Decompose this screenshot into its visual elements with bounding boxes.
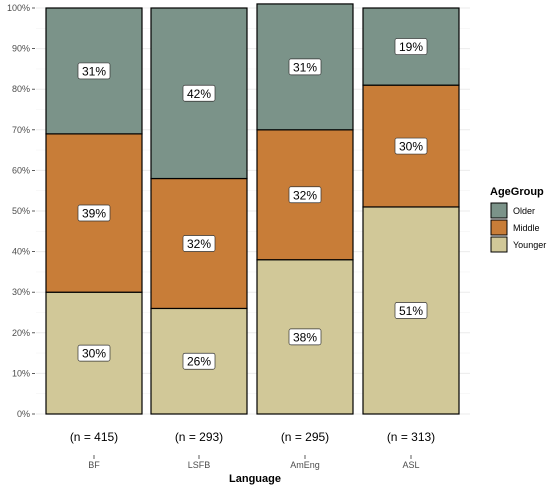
y-tick-label: 40% — [12, 247, 30, 257]
data-label-text: 31% — [293, 60, 317, 74]
n-label: (n = 313) — [387, 430, 435, 444]
x-tick-label: BF — [88, 460, 100, 470]
legend-label-older: Older — [513, 206, 535, 216]
data-label-box — [394, 302, 428, 319]
y-tick-label: 0% — [17, 409, 30, 419]
data-label-text: 31% — [82, 64, 106, 78]
data-label-box — [394, 137, 428, 155]
x-axis-title: Language — [229, 473, 281, 485]
n-label: (n = 415) — [70, 430, 118, 444]
data-label-text: 42% — [187, 87, 211, 101]
data-label-box — [77, 62, 111, 80]
y-tick-label: 100% — [7, 3, 30, 13]
data-label: 19% — [394, 38, 428, 55]
y-tick-label: 90% — [12, 44, 30, 54]
data-label: 38% — [288, 328, 322, 346]
y-axis-ticks: 0% 10% 20% 30% 40% 50% 60% 70% 80% 90% 100% — [7, 3, 35, 419]
x-tick-label: AmEng — [290, 460, 320, 470]
data-label-text: 30% — [399, 140, 423, 154]
data-label-text: 51% — [399, 304, 423, 318]
legend: AgeGroup Older Middle Younger — [490, 186, 546, 253]
data-label-text: 32% — [293, 188, 317, 202]
x-axis: (n = 415) BF (n = 293) LSFB (n = 295) AmEng (n… — [70, 430, 435, 470]
n-label: (n = 293) — [175, 430, 223, 444]
data-label-box — [77, 344, 111, 362]
legend-swatch-middle — [490, 219, 508, 236]
data-label-text: 19% — [399, 40, 423, 54]
data-labels: 30% 39% 31% 26% 32% 42% 38% 32% 31% 51% 30% 19% — [77, 38, 428, 370]
data-label: 39% — [77, 204, 111, 222]
data-label: 26% — [182, 352, 216, 370]
data-label-box — [182, 235, 216, 252]
legend-label-middle: Middle — [513, 223, 540, 233]
x-tick-label: LSFB — [188, 460, 211, 470]
data-label-text: 26% — [187, 355, 211, 369]
y-tick-label: 80% — [12, 84, 30, 94]
legend-swatch-older — [490, 202, 508, 219]
data-label-box — [288, 328, 322, 346]
data-label: 32% — [288, 186, 322, 204]
data-label-box — [77, 204, 111, 222]
y-tick-label: 60% — [12, 165, 30, 175]
data-label-box — [288, 58, 322, 76]
data-label: 32% — [182, 235, 216, 252]
legend-swatch-younger — [490, 236, 508, 253]
data-label: 51% — [394, 302, 428, 319]
data-label-box — [288, 186, 322, 204]
legend-title: AgeGroup — [490, 186, 544, 198]
data-label-text: 39% — [82, 207, 106, 221]
data-label: 42% — [182, 84, 216, 102]
data-label: 30% — [77, 344, 111, 362]
y-tick-label: 50% — [12, 206, 30, 216]
data-label-box — [182, 352, 216, 370]
data-label-box — [394, 38, 428, 55]
y-tick-label: 70% — [12, 125, 30, 135]
data-label: 31% — [77, 62, 111, 80]
data-label: 30% — [394, 137, 428, 155]
data-label-text: 32% — [187, 237, 211, 251]
data-label-text: 38% — [293, 330, 317, 344]
data-label-text: 30% — [82, 347, 106, 361]
y-tick-label: 10% — [12, 368, 30, 378]
n-label: (n = 295) — [281, 430, 329, 444]
data-label-box — [182, 84, 216, 102]
y-tick-label: 20% — [12, 328, 30, 338]
x-tick-label: ASL — [402, 460, 419, 470]
data-label: 31% — [288, 58, 322, 76]
legend-label-younger: Younger — [513, 240, 546, 250]
y-tick-label: 30% — [12, 287, 30, 297]
